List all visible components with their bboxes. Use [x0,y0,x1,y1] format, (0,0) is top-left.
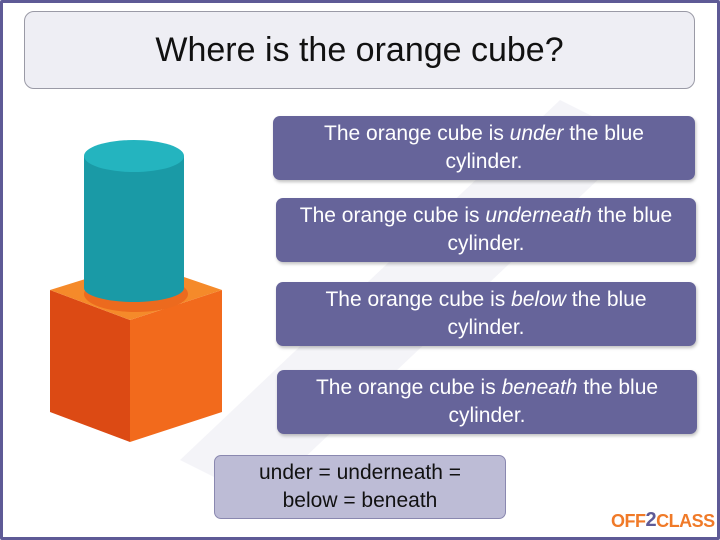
synonym-summary: under = underneath = below = beneath [214,455,506,519]
keyword-below: below [511,288,566,311]
off2class-logo: OFF 2 CLASS [611,509,715,531]
cylinder-bottom [84,274,184,302]
answer-under: The orange cube is under the blue cylind… [273,116,695,180]
cylinder-top [84,140,184,172]
keyword-underneath: underneath [485,204,592,227]
answer-beneath: The orange cube is beneath the blue cyli… [277,370,697,434]
page-title: Where is the orange cube? [24,11,695,89]
keyword-beneath: beneath [501,376,578,399]
cube-front-face [50,290,130,442]
summary-line-2: below = beneath [282,489,438,512]
answer-underneath-text: The orange cube is underneath the blue c… [299,204,673,255]
summary-line-1: under = underneath = [258,461,461,484]
cube-cylinder-illustration [50,140,222,442]
cylinder-body [84,156,184,288]
keyword-under: under [509,122,564,145]
answer-beneath-text: The orange cube is beneath the blue cyli… [315,376,659,427]
cube-right-face [130,290,222,442]
answer-under-text: The orange cube is under the blue cylind… [324,122,644,173]
answer-underneath: The orange cube is underneath the blue c… [276,198,696,262]
answer-below-text: The orange cube is below the blue cylind… [325,288,647,339]
answer-below: The orange cube is below the blue cylind… [276,282,696,346]
